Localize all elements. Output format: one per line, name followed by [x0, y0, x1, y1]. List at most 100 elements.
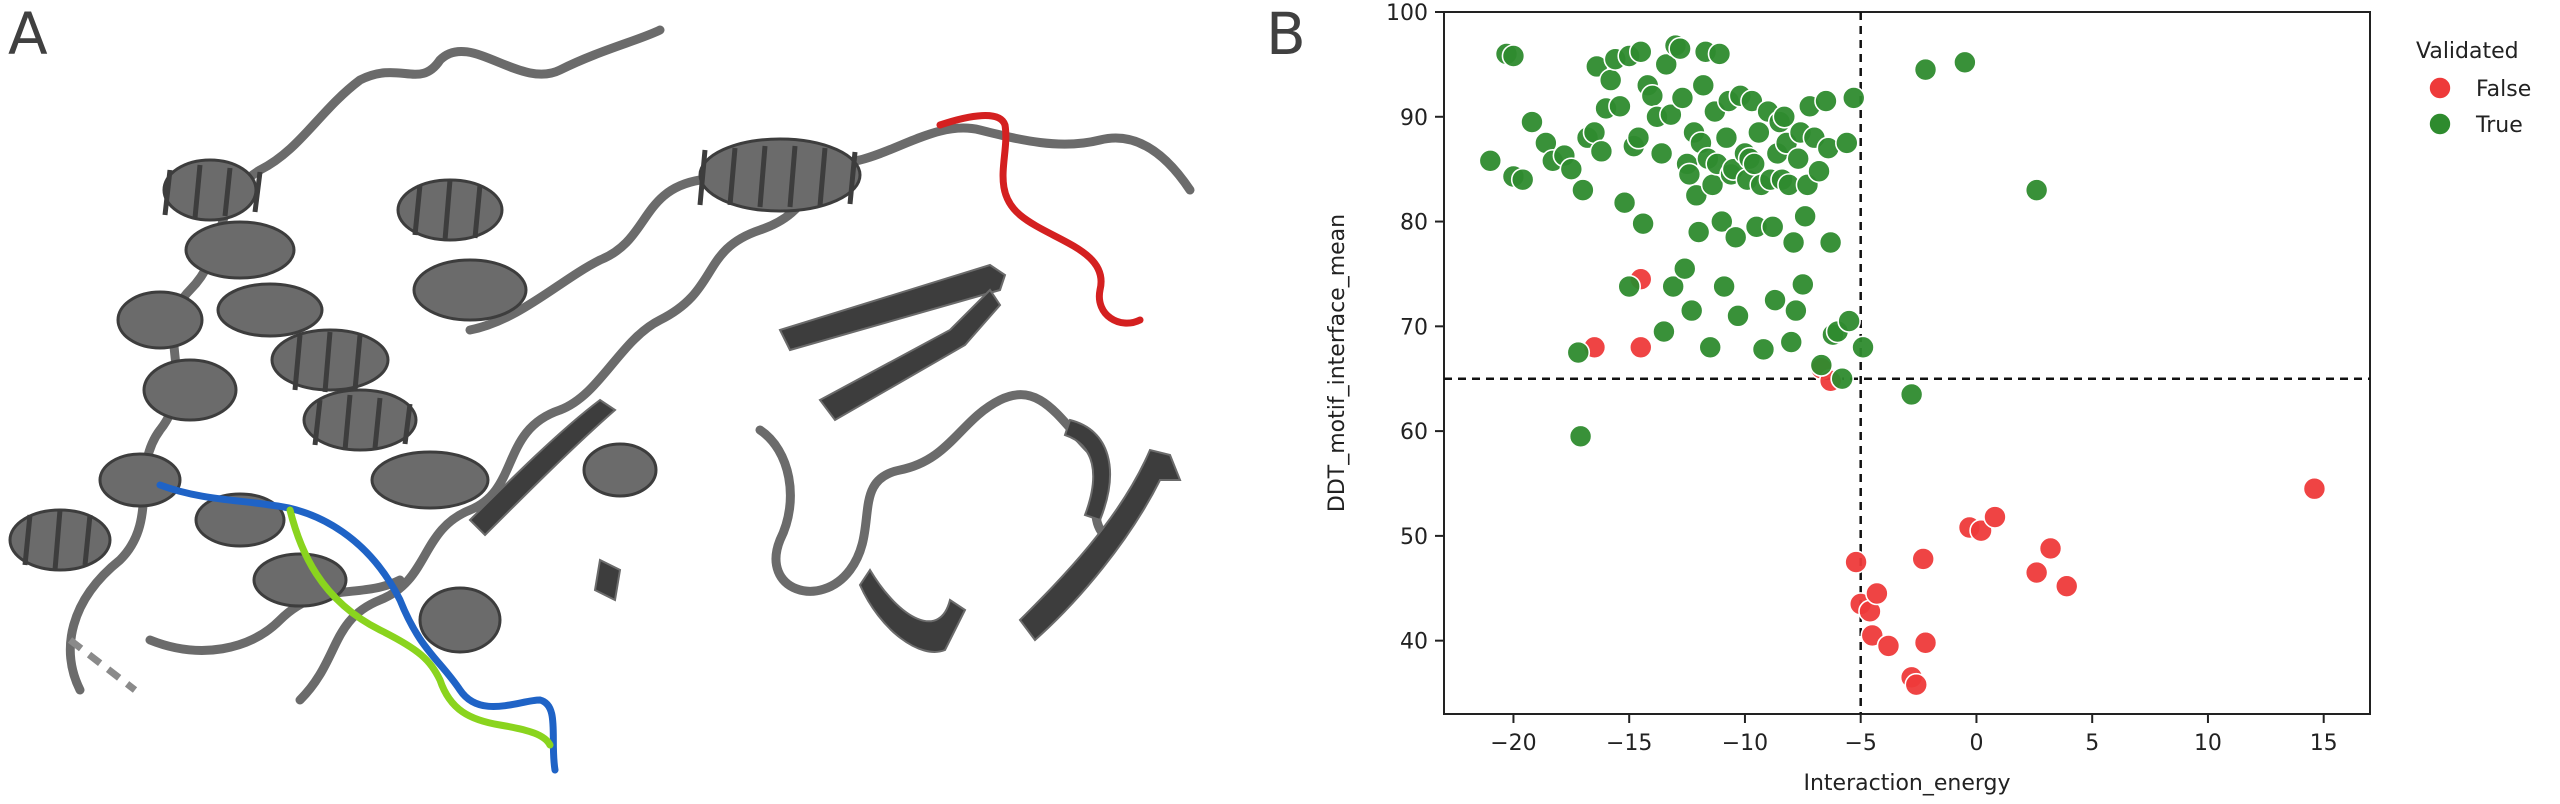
- point-true: [1809, 353, 1834, 377]
- point-true: [1714, 125, 1739, 150]
- y-tick-label: 70: [1400, 315, 1428, 340]
- point-false: [2054, 574, 2079, 598]
- y-tick-label: 60: [1400, 420, 1428, 445]
- point-true: [1654, 52, 1679, 77]
- point-true: [1707, 42, 1732, 66]
- point-true: [1631, 211, 1655, 236]
- point-true: [1598, 68, 1623, 92]
- point-true: [1837, 309, 1861, 333]
- dashed-break: [67, 637, 138, 693]
- point-true: [1841, 86, 1866, 110]
- scatter-chart: −20 −15 −10 −5 0 5 10 15 40 50 60 70 80 90 100 Interac…: [1325, 1, 2531, 796]
- point-true: [1747, 120, 1771, 145]
- point-false: [1913, 630, 1938, 655]
- helix-ribbons: [8, 137, 862, 654]
- point-true: [1786, 146, 1810, 171]
- panel-label-a: A: [8, 0, 48, 68]
- point-true: [1679, 298, 1704, 323]
- point-true: [1626, 125, 1651, 150]
- point-true: [1793, 204, 1817, 229]
- point-true: [1589, 139, 1614, 164]
- x-tick-label: 15: [2310, 731, 2338, 756]
- point-false: [1628, 335, 1653, 360]
- plot-frame: [1443, 11, 2371, 715]
- point-true: [1851, 335, 1875, 360]
- point-true: [1712, 274, 1736, 299]
- protein-structure-image: [8, 25, 1195, 774]
- reference-lines: [1444, 12, 2370, 714]
- point-true: [1953, 50, 1977, 75]
- point-true: [1784, 298, 1808, 323]
- point-true: [1686, 220, 1711, 244]
- point-true: [1659, 102, 1683, 127]
- point-true: [1652, 319, 1676, 344]
- y-tick-label: 40: [1400, 630, 1428, 655]
- point-true: [1640, 84, 1665, 108]
- point-false: [1983, 505, 2007, 529]
- point-true: [1566, 340, 1591, 365]
- point-false: [1844, 550, 1868, 574]
- point-true: [1571, 178, 1595, 202]
- point-false: [2302, 476, 2327, 501]
- point-false: [1911, 547, 1936, 571]
- point-false: [1876, 634, 1901, 658]
- x-tick-label: 10: [2194, 731, 2222, 756]
- highlight-segments: [156, 112, 1144, 774]
- point-true: [1751, 337, 1776, 362]
- point-true: [1723, 225, 1748, 250]
- point-false: [1904, 672, 1929, 697]
- data-points: [1478, 33, 2327, 697]
- point-true: [1691, 73, 1716, 98]
- legend-label-true: True: [2475, 113, 2523, 138]
- point-true: [1649, 141, 1674, 166]
- beta-strands: [468, 263, 1182, 653]
- panel-label-b: B: [1266, 0, 1306, 68]
- point-true: [1677, 162, 1702, 187]
- point-true: [1672, 256, 1697, 281]
- legend-marker-true: [2428, 112, 2452, 136]
- legend-marker-false: [2428, 76, 2452, 100]
- legend-title: Validated: [2416, 39, 2519, 64]
- point-true: [1791, 272, 1815, 297]
- point-true: [1520, 110, 1544, 134]
- point-true: [1478, 148, 1503, 173]
- y-tick-label: 100: [1386, 1, 1428, 26]
- y-axis-label: DDT_motif_interface_mean: [1325, 214, 1350, 512]
- legend-label-false: False: [2476, 77, 2531, 102]
- point-true: [1814, 89, 1838, 113]
- point-true: [1608, 94, 1632, 119]
- point-true: [1835, 131, 1859, 155]
- point-true: [1668, 36, 1692, 61]
- point-true: [2024, 178, 2049, 202]
- point-true: [1709, 209, 1734, 234]
- x-tick-label: −5: [1844, 731, 1876, 756]
- helix-stripes: [22, 145, 858, 571]
- x-tick-label: 5: [2085, 731, 2099, 756]
- point-true: [1670, 86, 1695, 110]
- point-true: [1830, 366, 1854, 391]
- point-true: [1726, 304, 1750, 328]
- point-true: [1818, 230, 1843, 255]
- axes-layer: −20 −15 −10 −5 0 5 10 15 40 50 60 70 80 90 100: [1386, 1, 2371, 756]
- point-true: [1698, 335, 1723, 360]
- point-true: [1807, 159, 1831, 184]
- point-true: [1899, 382, 1924, 407]
- point-true: [1501, 44, 1526, 68]
- point-true: [1612, 190, 1637, 215]
- y-tick-label: 80: [1400, 211, 1428, 236]
- point-false: [1865, 581, 1889, 606]
- point-true: [1913, 57, 1938, 82]
- point-true: [1661, 274, 1685, 299]
- point-false: [2024, 560, 2049, 585]
- point-false: [2038, 536, 2063, 561]
- x-tick-label: −20: [1490, 731, 1536, 756]
- point-true: [1510, 167, 1535, 192]
- x-axis-label: Interaction_energy: [1803, 771, 2010, 796]
- point-true: [1568, 424, 1593, 449]
- y-tick-label: 90: [1400, 106, 1428, 131]
- point-true: [1559, 157, 1584, 181]
- point-true: [1617, 274, 1642, 299]
- point-true: [1779, 330, 1804, 354]
- y-tick-label: 50: [1400, 525, 1428, 550]
- x-tick-label: 0: [1969, 731, 1983, 756]
